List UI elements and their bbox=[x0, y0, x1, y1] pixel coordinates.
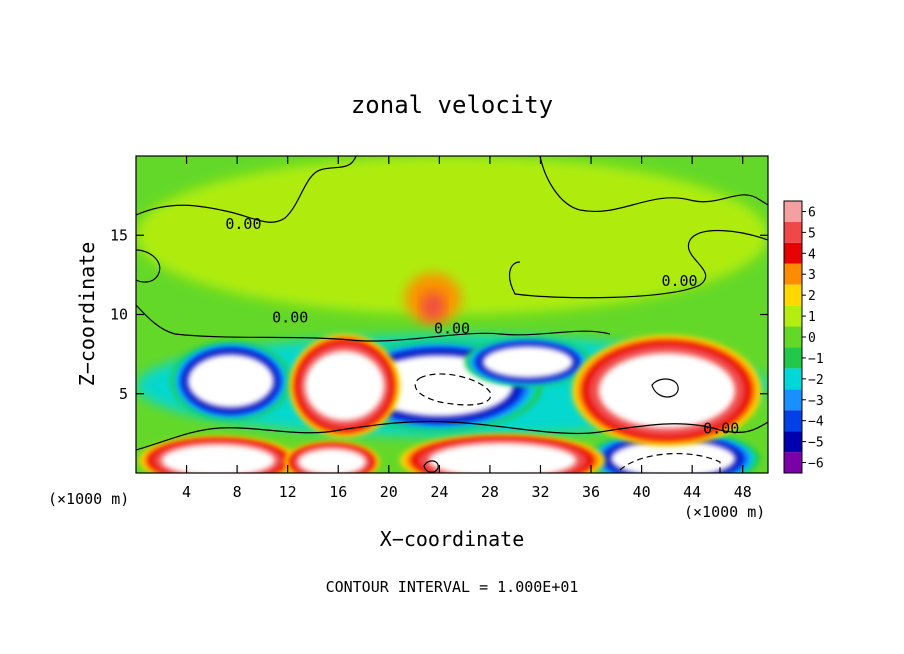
colorbar-swatch bbox=[784, 389, 802, 411]
x-tick-label: 24 bbox=[430, 483, 448, 501]
x-axis-label: X−coordinate bbox=[380, 527, 525, 551]
colorbar-swatch bbox=[784, 410, 802, 432]
x-tick-label: 8 bbox=[233, 483, 242, 501]
colorbar-swatch bbox=[784, 326, 802, 348]
x-tick-label: 40 bbox=[633, 483, 651, 501]
colorbar-label: 1 bbox=[808, 310, 816, 325]
y-axis-label: Z−coordinate bbox=[75, 242, 99, 387]
colorbar-label: 4 bbox=[808, 247, 816, 262]
zero-contour-right-loop bbox=[508, 230, 768, 299]
field-region-east-lower-negative-cell bbox=[586, 431, 761, 473]
field-region-west-negative-cell bbox=[170, 341, 291, 421]
field-saturated-core bbox=[598, 352, 736, 429]
field-band bbox=[136, 156, 768, 315]
colorbar: 6 5 4 3 2 1 0 −1 −2 −3 −4 −5 −6 bbox=[783, 200, 824, 474]
colorbar-swatch bbox=[784, 221, 802, 243]
contour-lines bbox=[136, 156, 768, 473]
field-region-bottom-positive-cell-2 bbox=[284, 442, 380, 473]
colorbar-label: −4 bbox=[808, 415, 824, 430]
zero-contour-west-small bbox=[136, 249, 161, 283]
contour-label: 0.00 bbox=[703, 419, 739, 437]
colorbar-label: 3 bbox=[808, 268, 816, 283]
contour-label: 0.00 bbox=[272, 308, 308, 326]
colorbar-label: −2 bbox=[808, 373, 824, 388]
colorbar-swatch bbox=[784, 368, 802, 390]
small-loop-bottom bbox=[423, 460, 439, 473]
contour-label: 0.00 bbox=[225, 215, 261, 233]
field-region-west-positive-cell bbox=[289, 334, 400, 438]
colorbar-label: 6 bbox=[808, 205, 816, 220]
x-tick-label: 4 bbox=[182, 483, 191, 501]
colorbar-label: 0 bbox=[808, 331, 816, 346]
contour-label: 0.00 bbox=[661, 272, 697, 290]
x-axis: 4 8 12 16 20 24 28 32 36 40 44 48 bbox=[182, 156, 752, 501]
x-tick-label: 36 bbox=[582, 483, 600, 501]
field-saturated-core bbox=[304, 350, 385, 421]
field-region-bottom-positive-cell-1 bbox=[139, 436, 298, 473]
x-unit-left: (×1000 m) bbox=[48, 490, 129, 508]
zero-contour-mid bbox=[136, 304, 611, 342]
contour-label: 0.00 bbox=[434, 320, 470, 338]
field-band bbox=[421, 292, 445, 321]
x-tick-label: 12 bbox=[279, 483, 297, 501]
negative-contour-east bbox=[619, 453, 721, 473]
chart-title: zonal velocity bbox=[351, 91, 553, 119]
colorbar-label: −1 bbox=[808, 352, 824, 367]
contour-label-layer: 0.00 0.00 0.00 0.00 0.00 bbox=[225, 215, 739, 437]
colorbar-swatch bbox=[784, 452, 802, 473]
colorbar-swatch bbox=[784, 431, 802, 453]
colorbar-label: −6 bbox=[808, 457, 824, 472]
colorbar-swatch bbox=[784, 242, 802, 264]
contour-interval-footer: CONTOUR INTERVAL = 1.000E+01 bbox=[326, 578, 579, 596]
field-region-east-positive-cell bbox=[572, 335, 762, 447]
colorbar-swatch bbox=[784, 347, 802, 369]
colorbar-swatch bbox=[784, 263, 802, 285]
field-saturated-core bbox=[428, 442, 577, 473]
colorbar-swatch bbox=[784, 284, 802, 306]
field-saturated-core bbox=[610, 439, 736, 473]
zero-contour-upper bbox=[136, 156, 357, 223]
colorbar-label: 2 bbox=[808, 289, 816, 304]
x-tick-label: 32 bbox=[531, 483, 549, 501]
x-unit-right: (×1000 m) bbox=[684, 503, 765, 521]
y-tick-label: 5 bbox=[119, 385, 128, 403]
y-tick-label: 10 bbox=[110, 306, 128, 324]
field-region-jet-peak bbox=[421, 292, 445, 321]
zero-contour-low bbox=[136, 420, 768, 451]
field-saturated-core bbox=[482, 345, 574, 379]
velocity-field bbox=[136, 156, 768, 473]
field-saturated-core bbox=[187, 354, 275, 409]
x-tick-label: 48 bbox=[734, 483, 752, 501]
field-region-east-upper-negative-cell bbox=[464, 338, 592, 386]
field-saturated-core bbox=[297, 448, 367, 473]
field-region-background bbox=[136, 156, 768, 315]
x-tick-label: 20 bbox=[380, 483, 398, 501]
y-tick-label: 15 bbox=[110, 226, 128, 244]
zero-contour-top-right bbox=[539, 156, 768, 212]
colorbar-label: −3 bbox=[808, 394, 824, 409]
x-tick-label: 28 bbox=[481, 483, 499, 501]
colorbar-label: 5 bbox=[808, 226, 816, 241]
y-axis: 5 10 15 bbox=[110, 226, 768, 403]
x-tick-label: 44 bbox=[683, 483, 701, 501]
colorbar-swatch bbox=[784, 305, 802, 327]
colorbar-swatch bbox=[784, 201, 802, 222]
field-saturated-core bbox=[161, 444, 276, 473]
x-tick-label: 16 bbox=[329, 483, 347, 501]
plot-area: 0.00 0.00 0.00 0.00 0.00 bbox=[136, 156, 768, 473]
field-region-bottom-positive-cell-3 bbox=[399, 434, 606, 473]
colorbar-label: −5 bbox=[808, 436, 824, 451]
negative-contour-center bbox=[414, 373, 492, 406]
small-loop-east bbox=[651, 378, 679, 398]
